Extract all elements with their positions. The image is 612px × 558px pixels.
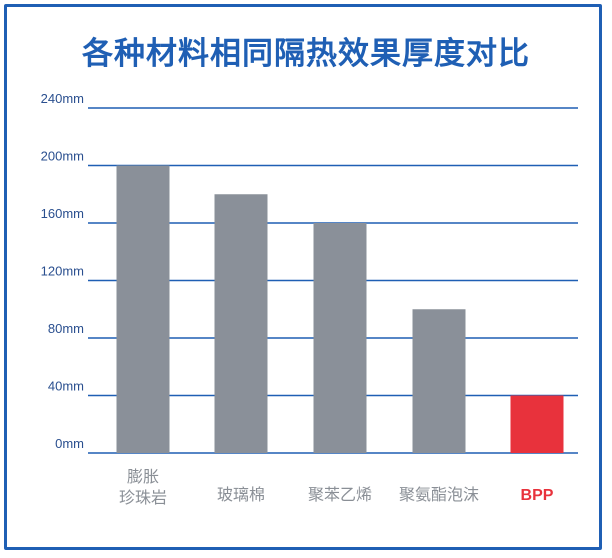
bar <box>116 165 170 453</box>
y-tick-label: 240mm <box>41 91 84 106</box>
y-tick-label: 160mm <box>41 206 84 221</box>
bar-highlight <box>510 395 564 453</box>
y-tick-label: 0mm <box>55 436 84 451</box>
y-tick-label: 80mm <box>48 321 84 336</box>
x-tick-label: 聚苯乙烯 <box>308 485 372 504</box>
bar <box>214 194 268 453</box>
x-tick-label: 膨胀 <box>127 467 159 486</box>
bars <box>116 165 564 453</box>
x-tick-label: BPP <box>521 487 554 504</box>
x-tick-label: 玻璃棉 <box>217 485 265 504</box>
chart-title: 各种材料相同隔热效果厚度对比 <box>82 36 530 72</box>
y-tick-label: 200mm <box>41 149 84 164</box>
bar <box>313 223 367 453</box>
chart-frame <box>4 4 602 550</box>
x-tick-label: 聚氨酯泡沫 <box>399 485 479 504</box>
y-axis-ticks: 0mm 40mm 80mm 120mm 160mm 200mm 240mm <box>41 91 84 451</box>
bar <box>412 309 466 453</box>
y-tick-label: 120mm <box>41 264 84 279</box>
x-tick-label: 珍珠岩 <box>119 488 167 507</box>
y-tick-label: 40mm <box>48 379 84 394</box>
